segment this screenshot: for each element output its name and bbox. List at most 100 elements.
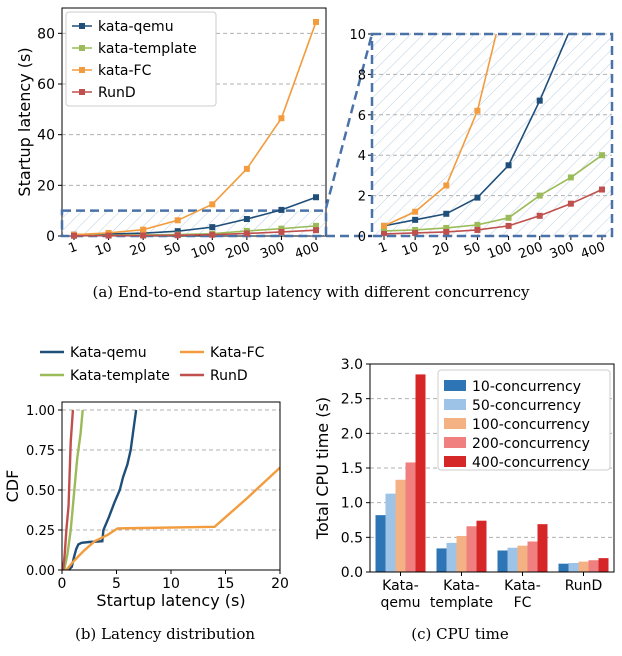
- c-bar-c200: [527, 541, 538, 572]
- b-xtick-label: 15: [217, 576, 235, 592]
- chart-b-cdf: 0.00 0.25 0.50 0.75 1.00 0 5 10 15 20 Startup late…: [3, 345, 289, 610]
- az-point-kata_template: [443, 224, 450, 231]
- c-xtick-label: Kata-: [443, 578, 480, 594]
- a-point-kata_fc: [313, 18, 319, 25]
- b-series-line-kata_template: [63, 409, 84, 571]
- az-point-kata_template: [474, 221, 481, 228]
- az-point-kata_fc: [443, 182, 450, 189]
- az-series-line-kata_fc: [383, 34, 498, 227]
- a-point-rund: [209, 231, 216, 238]
- az-ytick-label: 4: [358, 149, 366, 164]
- az-xtick-label: 10: [400, 240, 421, 260]
- a-legend-label: kata-FC: [98, 63, 152, 79]
- caption-b: (b) Latency distribution: [74, 625, 256, 643]
- c-bar-c400: [415, 374, 426, 572]
- a-xtick-label: 200: [224, 240, 252, 263]
- az-ytick-label: 0: [358, 230, 366, 245]
- c-bar-c10: [436, 548, 447, 572]
- b-xtick-label: 5: [112, 576, 121, 592]
- a-xtick-label: 300: [258, 240, 286, 263]
- az-series-line-kata_qemu: [383, 34, 570, 227]
- a-series-line-kata_fc: [73, 21, 317, 236]
- az-point-rund: [567, 200, 574, 207]
- chart-a-zoom: 0 2 4 6 8 10 1 10 20 50 100 200 300 400: [349, 28, 614, 263]
- c-frame: [369, 363, 615, 573]
- az-xtick-label: 200: [517, 240, 545, 263]
- az-frame: [370, 32, 614, 238]
- a-xtick-label: 50: [162, 240, 183, 260]
- a-series-line-rund: [73, 229, 317, 237]
- az-series-line-rund: [383, 188, 603, 235]
- c-bar-c10: [375, 515, 386, 572]
- c-bar-c50: [507, 547, 518, 572]
- a-legend-label: kata-template: [98, 41, 197, 57]
- c-ytick-label: 1.5: [341, 461, 363, 477]
- c-legend-label: 200-concurrency: [472, 436, 590, 452]
- a-point-rund: [174, 232, 181, 239]
- b-ytick-label: 0.00: [26, 564, 55, 579]
- b-frame: [61, 401, 281, 571]
- a-ylabel: Startup latency (s): [15, 47, 34, 196]
- c-legend-label: 100-concurrency: [472, 417, 590, 433]
- a-point-kata_qemu: [174, 228, 181, 235]
- c-xtick-label: Kata-: [504, 578, 541, 594]
- c-xtick-label: qemu: [380, 595, 420, 611]
- a-ytick-label: 0: [46, 229, 55, 245]
- az-point-kata_qemu: [505, 162, 512, 169]
- a-ytick-label: 60: [37, 77, 55, 93]
- c-xtick-label: RunD: [565, 578, 603, 594]
- b-legend-label: RunD: [210, 368, 248, 384]
- c-ytick-label: 1.0: [341, 496, 363, 512]
- c-legend-swatch: [444, 399, 466, 410]
- c-ylabel: Total CPU time (s): [313, 397, 332, 540]
- az-point-rund: [599, 186, 605, 193]
- a-point-kata_fc: [243, 165, 250, 172]
- c-bar-c200: [588, 560, 599, 572]
- a-point-rund: [105, 232, 112, 239]
- c-ytick-label: 2.0: [341, 426, 363, 442]
- a-ytick-label: 20: [37, 178, 55, 194]
- c-xtick-label: Kata-: [382, 578, 419, 594]
- az-hatch: [372, 34, 612, 236]
- a-xtick-label: 10: [93, 240, 114, 260]
- c-ytick-label: 0.0: [341, 565, 363, 581]
- a-ytick-label: 40: [37, 128, 55, 144]
- b-xtick-label: 0: [58, 576, 67, 592]
- az-point-kata_template: [536, 192, 543, 199]
- az-point-kata_qemu: [412, 216, 419, 223]
- az-xtick-label: 400: [579, 240, 607, 263]
- c-legend-swatch: [444, 456, 466, 467]
- az-point-kata_fc: [381, 222, 387, 229]
- b-series-line-rund: [61, 409, 75, 571]
- a-point-kata_qemu: [243, 216, 250, 223]
- b-series-line-kata_qemu: [67, 409, 138, 571]
- az-point-rund: [443, 228, 450, 235]
- a-xtick-label: 400: [293, 240, 321, 263]
- caption-c: (c) CPU time: [411, 625, 509, 643]
- a-point-kata_fc: [209, 201, 216, 208]
- b-ytick-label: 0.75: [26, 444, 55, 459]
- az-xtick-label: 1: [376, 240, 389, 257]
- c-bar-c10: [497, 550, 508, 572]
- c-ytick-label: 0.5: [341, 530, 363, 546]
- b-ytick-label: 0.50: [26, 484, 55, 499]
- az-xtick-label: 50: [462, 240, 483, 260]
- a-legend-marker: [79, 45, 85, 51]
- c-ytick-label: 2.5: [341, 392, 363, 408]
- a-point-rund: [243, 230, 250, 237]
- b-legend-label: Kata-FC: [210, 345, 265, 361]
- az-ytick-label: 8: [358, 68, 366, 83]
- a-point-kata_qemu: [209, 224, 216, 231]
- c-bar-c200: [405, 462, 416, 572]
- a-legend-marker: [79, 67, 85, 73]
- c-legend-swatch: [444, 380, 466, 391]
- a-legend-label: RunD: [98, 85, 136, 101]
- c-bar-c100: [456, 535, 467, 572]
- b-series-line-kata_fc: [65, 466, 281, 571]
- c-legend-swatch: [444, 418, 466, 429]
- az-point-kata_template: [505, 214, 512, 221]
- c-legend-swatch: [444, 437, 466, 448]
- c-xtick-label: template: [430, 595, 493, 611]
- b-xtick-label: 20: [271, 576, 289, 592]
